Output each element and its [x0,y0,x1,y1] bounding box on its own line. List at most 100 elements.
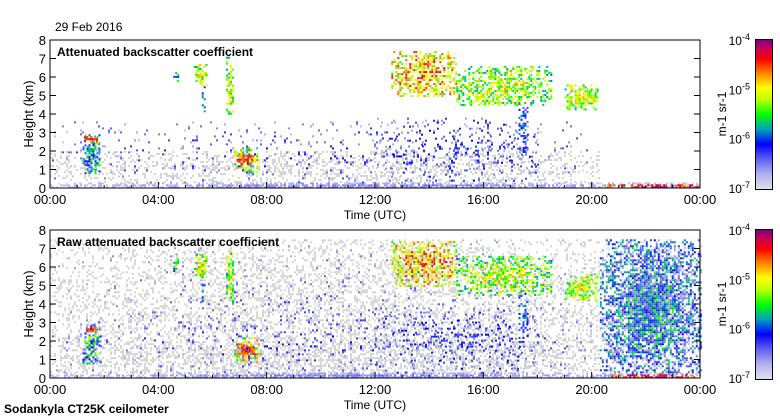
cell [110,171,112,174]
cell [52,295,54,298]
cell [425,67,428,70]
feature-low-echoes-day [52,121,588,184]
cell [502,93,505,96]
cell [210,307,212,310]
cell [234,167,236,169]
cell [415,87,418,90]
cell [306,153,308,155]
cell [460,79,463,82]
cell [201,78,204,80]
cell [326,163,328,165]
cell [86,164,89,167]
cell [498,184,500,187]
cell [422,184,424,187]
cell [546,182,548,185]
cell [198,186,200,189]
cell [572,171,574,173]
cell [418,147,420,150]
cell [132,184,134,187]
cell [504,103,507,106]
cell [190,141,192,144]
cell [316,184,318,187]
cell [449,81,452,84]
cell [160,277,162,280]
cell [542,103,545,106]
cell [68,159,70,161]
cell [344,165,346,167]
cell [162,339,164,342]
cell [504,77,507,80]
cell [491,141,493,144]
cell [391,75,394,78]
cell [484,91,487,94]
cell [252,167,254,169]
cell [192,293,194,296]
cell [397,75,400,78]
cell [524,122,527,125]
cell [462,103,465,106]
cell [449,57,452,60]
cell [382,186,384,189]
cell [210,255,212,258]
cell [487,139,489,142]
cell [532,93,535,96]
cell [540,181,542,184]
cell [451,87,454,90]
cell [472,153,474,155]
cell [174,167,176,170]
cell [286,165,288,167]
cell [158,347,160,350]
cell [316,141,318,144]
cell [421,89,424,92]
cell [98,184,100,187]
cell [570,104,573,107]
cell [114,349,116,352]
cell [244,171,246,173]
cell [488,87,491,90]
cell [212,181,214,183]
cell [460,95,463,98]
cell [84,172,87,175]
cell [166,297,168,300]
cell [522,140,525,143]
cell [120,184,122,187]
cell [74,157,76,159]
cell [242,147,244,150]
cell [511,161,513,164]
cell [467,147,469,150]
cell [655,186,658,189]
cell [102,309,104,312]
cell [174,349,176,352]
cell [580,184,582,187]
cell [532,81,535,84]
cell [160,321,162,324]
cell [423,61,426,64]
cell [82,301,84,304]
cell [268,184,270,187]
cell [228,92,230,95]
cell [423,71,426,74]
cell [168,337,170,340]
cell [74,321,76,324]
cell [80,149,82,152]
cell [496,79,499,82]
cell [186,351,188,354]
cell [182,182,184,185]
cell [427,59,430,62]
cell [513,163,515,166]
cell [70,275,72,278]
cell [397,81,400,84]
cell [206,241,208,244]
cell [396,179,398,181]
cell [397,91,400,94]
cell [246,184,248,187]
cell [514,85,517,88]
cell [118,355,120,358]
cell [248,171,251,174]
cell [411,161,413,164]
cell [204,299,206,302]
cell [528,182,530,185]
cell [424,169,426,171]
cell [158,133,160,136]
cell [598,151,600,153]
